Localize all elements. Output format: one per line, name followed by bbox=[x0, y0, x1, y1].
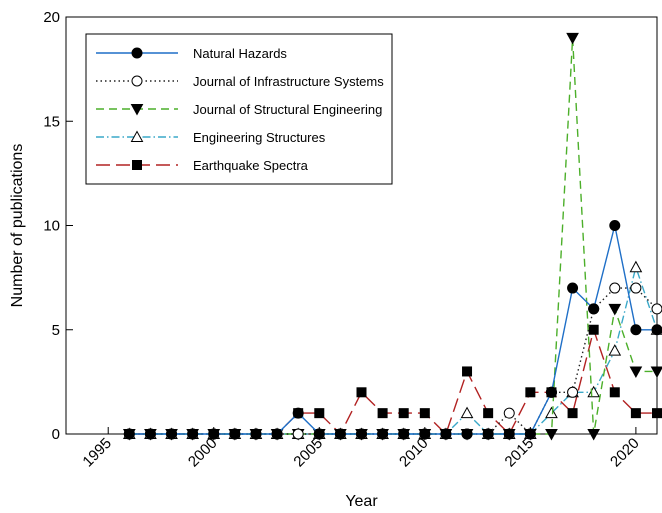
data-point bbox=[419, 428, 431, 440]
series-4 bbox=[124, 324, 662, 439]
data-point bbox=[566, 32, 579, 45]
data-point bbox=[587, 429, 601, 441]
data-point bbox=[356, 428, 367, 440]
data-point bbox=[377, 428, 389, 440]
data-point bbox=[588, 303, 600, 315]
series-line bbox=[129, 225, 657, 435]
data-point bbox=[630, 282, 642, 294]
legend: Natural Hazards Journal of Infrastructure… bbox=[85, 33, 393, 185]
data-point bbox=[503, 407, 515, 419]
data-point bbox=[525, 387, 536, 398]
x-tick-label: 2010 bbox=[396, 435, 432, 471]
data-point bbox=[313, 428, 325, 440]
data-point bbox=[166, 428, 178, 440]
data-point bbox=[587, 385, 601, 398]
data-point bbox=[609, 220, 621, 231]
y-tick-label: 0 bbox=[52, 426, 60, 443]
data-point bbox=[567, 408, 578, 419]
legend-marker bbox=[130, 104, 144, 116]
data-point bbox=[524, 428, 536, 440]
data-point bbox=[608, 303, 622, 316]
legend-entry: Engineering Structures bbox=[193, 130, 326, 145]
data-point bbox=[208, 428, 220, 440]
data-point bbox=[123, 428, 135, 440]
legend-marker bbox=[131, 75, 143, 87]
data-point bbox=[398, 428, 410, 440]
data-point bbox=[503, 428, 515, 440]
data-point bbox=[545, 429, 558, 441]
x-tick-label: 2005 bbox=[290, 435, 326, 471]
data-point bbox=[419, 408, 430, 419]
data-point bbox=[630, 408, 641, 419]
data-point bbox=[629, 366, 643, 378]
data-point bbox=[545, 406, 558, 419]
data-point bbox=[609, 282, 621, 294]
legend-entry: Journal of Infrastructure Systems bbox=[193, 74, 384, 89]
series-1 bbox=[123, 282, 662, 440]
data-point bbox=[356, 387, 367, 398]
data-point bbox=[588, 324, 599, 335]
legend-marker bbox=[130, 130, 144, 142]
x-tick-label: 2000 bbox=[185, 435, 221, 471]
data-point bbox=[229, 428, 241, 440]
y-axis-title: Number of publications bbox=[9, 144, 26, 308]
data-point bbox=[608, 344, 622, 356]
data-point bbox=[398, 408, 409, 419]
series-line bbox=[129, 327, 657, 436]
data-point bbox=[567, 282, 579, 294]
y-tick-label: 10 bbox=[43, 218, 60, 235]
legend-entry: Journal of Structural Engineering bbox=[193, 102, 382, 117]
x-axis-title: Year bbox=[345, 493, 378, 510]
data-point bbox=[609, 387, 620, 398]
data-point bbox=[630, 324, 642, 336]
data-point bbox=[292, 407, 304, 419]
data-point bbox=[545, 386, 557, 398]
y-tick-label: 20 bbox=[43, 9, 60, 26]
legend-entry: Earthquake Spectra bbox=[193, 158, 309, 173]
series-0 bbox=[123, 220, 662, 440]
y-tick-label: 15 bbox=[43, 113, 60, 130]
data-point bbox=[651, 303, 662, 315]
data-point bbox=[460, 406, 474, 419]
legend-marker bbox=[131, 47, 143, 59]
data-point bbox=[462, 366, 473, 377]
data-point bbox=[629, 260, 643, 273]
legend-entry: Natural Hazards bbox=[193, 46, 287, 61]
y-tick-label: 5 bbox=[52, 322, 60, 339]
data-point bbox=[144, 428, 156, 440]
data-point bbox=[651, 324, 662, 336]
data-point bbox=[314, 408, 325, 419]
data-point bbox=[334, 428, 346, 440]
series-line bbox=[129, 287, 658, 436]
chart-axes: 0 5 10 15 20 1995 2000 2005 2010 2015 2020 bbox=[43, 9, 658, 471]
data-point bbox=[292, 428, 304, 440]
data-point bbox=[271, 428, 283, 440]
data-point bbox=[650, 366, 662, 378]
data-point bbox=[377, 408, 388, 419]
data-point bbox=[250, 428, 262, 440]
data-point bbox=[567, 386, 579, 398]
data-point bbox=[187, 428, 199, 440]
series-3 bbox=[122, 260, 662, 439]
x-tick-label: 2015 bbox=[502, 435, 538, 471]
x-tick-label: 2020 bbox=[607, 435, 643, 471]
data-point bbox=[652, 408, 662, 419]
x-tick-label: 1995 bbox=[79, 435, 115, 471]
data-point bbox=[483, 408, 494, 419]
chart-series bbox=[122, 32, 662, 441]
legend-marker bbox=[132, 160, 142, 170]
series-line bbox=[129, 264, 658, 435]
data-point bbox=[440, 428, 452, 440]
data-point bbox=[461, 428, 473, 440]
data-point bbox=[482, 428, 494, 440]
